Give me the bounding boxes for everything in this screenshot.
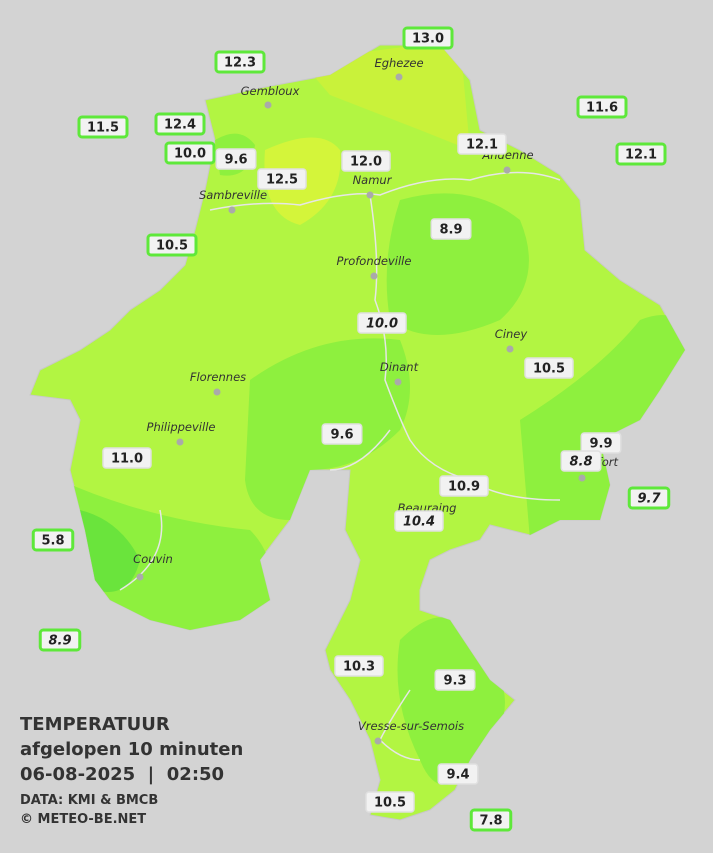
town-dot — [578, 474, 586, 482]
town-dot — [213, 388, 221, 396]
station-box — [615, 142, 667, 166]
station-value: 11.5 — [87, 121, 119, 136]
station-box — [321, 423, 363, 445]
cool-zone — [386, 193, 529, 335]
station-box — [77, 115, 129, 139]
town-dot — [264, 101, 272, 109]
station-value: 13.0 — [412, 32, 444, 47]
station-value: 12.0 — [350, 155, 382, 170]
station-value: 9.3 — [443, 674, 466, 689]
town-dot — [176, 438, 184, 446]
station-value: 10.5 — [374, 796, 406, 811]
legend-datetime: 06-08-2025 | 02:50 — [20, 764, 224, 785]
station-value: 10.0 — [366, 317, 398, 332]
station-value: 12.4 — [164, 118, 196, 133]
station-value: 10.5 — [156, 239, 188, 254]
town-label: Vresse-sur-Semois — [358, 719, 464, 733]
town-dot — [366, 191, 374, 199]
station-value: 12.1 — [466, 138, 498, 153]
legend-credit: © METEO-BE.NET — [20, 812, 146, 827]
town-label: Namur — [353, 173, 393, 187]
station-value: 7.8 — [479, 814, 502, 829]
station-box — [430, 218, 472, 240]
legend-title: TEMPERATUUR — [20, 714, 170, 735]
station-box — [457, 133, 507, 155]
town-label: Eghezee — [374, 56, 423, 70]
station-box — [439, 475, 489, 497]
town-label: Gembloux — [241, 84, 300, 98]
town-dot — [374, 737, 382, 745]
cool-zone — [520, 315, 685, 540]
station-box — [357, 312, 407, 334]
legend: TEMPERATUUR afgelopen 10 minuten 06-08-2… — [20, 714, 243, 827]
warm-zone — [300, 45, 470, 150]
station-box — [341, 150, 391, 172]
station-value: 12.5 — [266, 173, 298, 188]
town-dot — [394, 378, 402, 386]
station-value: 9.6 — [224, 153, 247, 168]
station-value: 9.6 — [330, 428, 353, 443]
station-box — [365, 791, 415, 813]
station-value: 11.6 — [586, 101, 618, 116]
station-box — [334, 655, 384, 677]
station-value: 10.4 — [403, 515, 435, 530]
cool-zone — [60, 480, 273, 640]
legend-source: DATA: KMI & BMCB — [20, 793, 158, 808]
station-box — [38, 628, 82, 652]
station-box — [257, 168, 307, 190]
station-value: 8.8 — [569, 455, 592, 470]
station-value: 10.5 — [533, 362, 565, 377]
station-value: 9.4 — [446, 768, 469, 783]
cold-zone — [80, 510, 140, 592]
station-box — [576, 95, 628, 119]
town-label: Sambreville — [199, 188, 267, 202]
rivers — [119, 171, 561, 761]
town-dot — [395, 73, 403, 81]
town-label: Profondeville — [337, 254, 412, 268]
station-value: 5.8 — [41, 534, 64, 549]
station-box — [164, 141, 216, 165]
station-box — [154, 112, 206, 136]
town-label: Philippeville — [147, 420, 216, 434]
station-value: 10.3 — [343, 660, 375, 675]
station-value: 10.9 — [448, 480, 480, 495]
station-value: 12.3 — [224, 56, 256, 71]
station-box — [215, 148, 257, 170]
station-box — [434, 669, 476, 691]
stations: 13.0 12.3 11.6 11.5 12.4 12.1 12.1 10.0 9.6 12.0 1… — [31, 26, 671, 832]
legend-subtitle: afgelopen 10 minuten — [20, 739, 243, 760]
town-label: Dinant — [380, 360, 419, 374]
station-box — [524, 357, 574, 379]
town-dot — [370, 272, 378, 280]
station-box — [146, 233, 198, 257]
station-value: 8.9 — [439, 223, 462, 238]
station-value: 9.7 — [637, 492, 661, 507]
station-value: 10.0 — [174, 147, 206, 162]
station-value: 11.0 — [111, 452, 143, 467]
station-box — [402, 26, 454, 50]
station-box — [437, 763, 479, 785]
station-box — [469, 808, 513, 832]
station-value: 12.1 — [625, 148, 657, 163]
town-dot — [503, 166, 511, 174]
station-box — [214, 50, 266, 74]
town-label: Couvin — [133, 552, 173, 566]
town-dot — [506, 345, 514, 353]
town-dot — [136, 573, 144, 581]
station-box — [31, 528, 75, 552]
town-label: Florennes — [190, 370, 246, 384]
station-box — [394, 510, 444, 532]
station-value: 8.9 — [48, 634, 71, 649]
station-box — [102, 447, 152, 469]
station-value: 9.9 — [589, 437, 612, 452]
town-label: Ciney — [495, 327, 528, 341]
town-dot — [228, 206, 236, 214]
station-box — [627, 486, 671, 510]
station-box — [560, 450, 602, 472]
